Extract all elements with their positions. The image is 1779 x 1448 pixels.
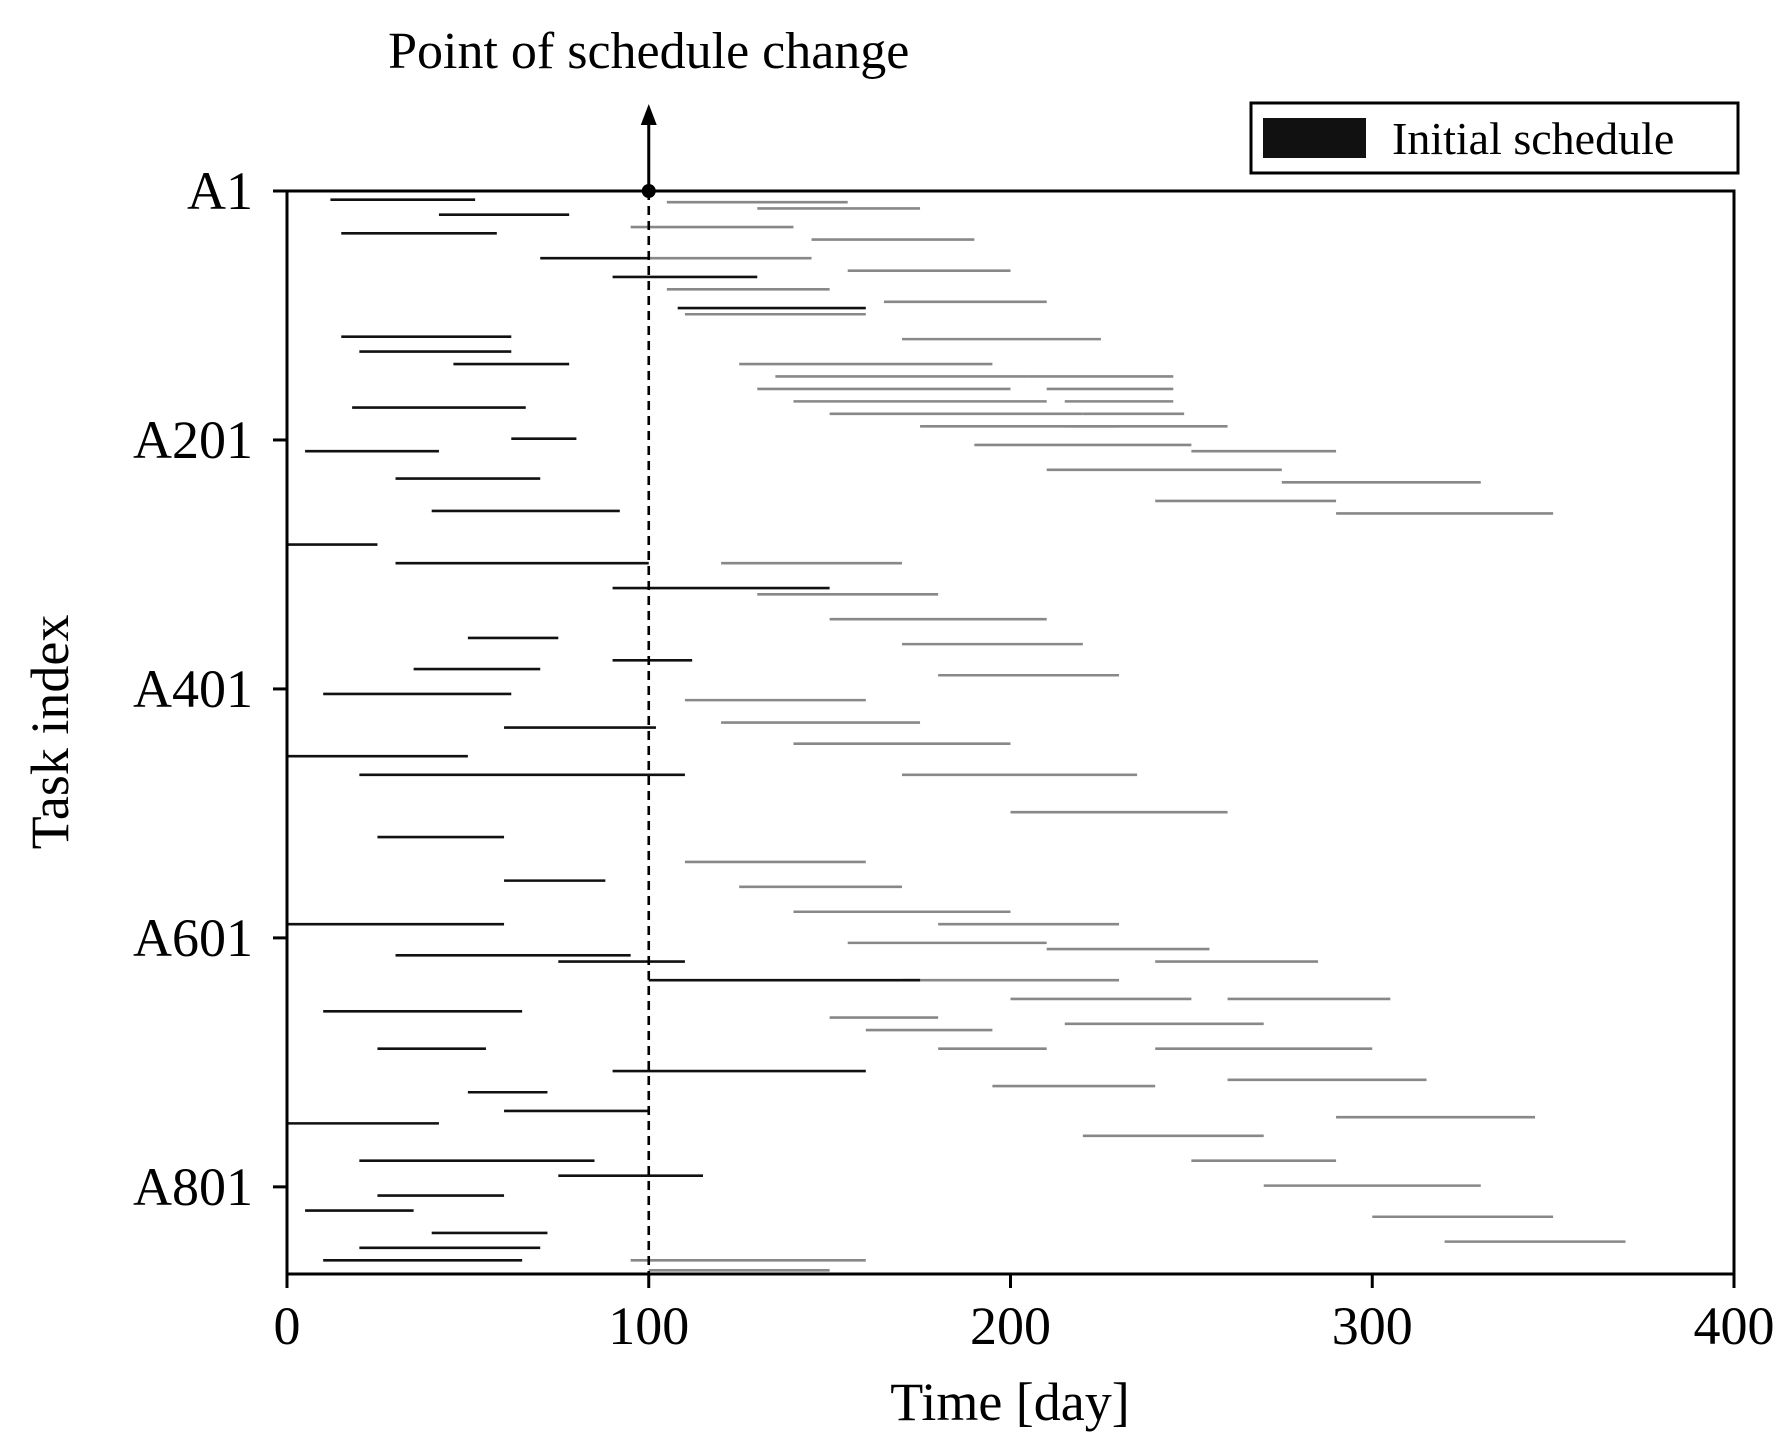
legend: Initial schedule — [1249, 101, 1740, 175]
annotation-arrow-head — [640, 104, 657, 125]
y-tick-label: A201 — [133, 410, 253, 470]
legend-label: Initial schedule — [1392, 113, 1674, 164]
x-tick-label: 400 — [1694, 1296, 1775, 1356]
x-tick-label: 200 — [970, 1296, 1051, 1356]
annotation-label: Point of schedule change — [388, 23, 909, 80]
x-axis: 0 100 200 300 400 — [274, 1274, 1775, 1356]
y-tick-label: A1 — [187, 161, 253, 221]
x-tick-label: 0 — [274, 1296, 301, 1356]
y-tick-label: A401 — [133, 659, 253, 719]
y-axis-title: Task index — [20, 615, 80, 850]
y-tick-label: A801 — [133, 1157, 253, 1217]
annotation-dot — [641, 184, 656, 198]
bars-layer — [287, 198, 1626, 1272]
x-tick-label: 300 — [1332, 1296, 1413, 1356]
x-axis-title: Time [day] — [890, 1372, 1130, 1432]
annotation-layer: Point of schedule change — [388, 23, 909, 1274]
y-axis: A1 A201 A401 A601 A801 — [133, 161, 287, 1217]
y-tick-label: A601 — [133, 908, 253, 968]
x-tick-label: 100 — [608, 1296, 689, 1356]
legend-swatch — [1263, 118, 1366, 158]
